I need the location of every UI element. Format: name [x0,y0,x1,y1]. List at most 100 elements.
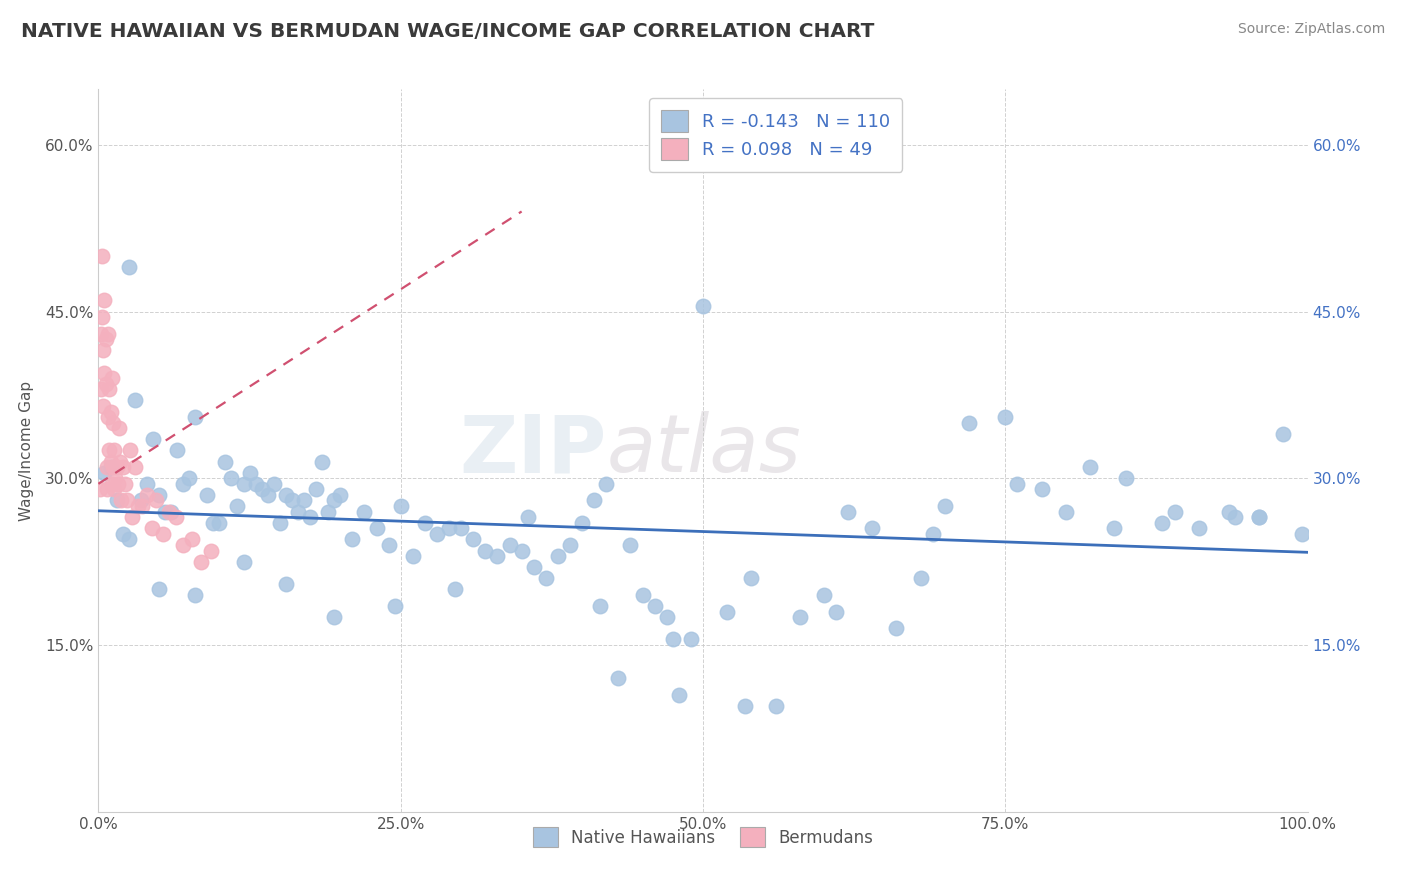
Point [172,538,194,552]
Point [1249,510,1271,524]
Point [366,521,388,535]
Point [179,471,201,485]
Point [274,577,297,591]
Point [121,510,143,524]
Point [91,399,114,413]
Point [91,310,114,324]
Point [180,533,202,547]
Point [118,260,141,274]
Point [1152,516,1174,530]
Point [342,533,364,547]
Point [474,543,496,558]
Point [232,476,254,491]
Point [316,505,339,519]
Point [184,410,207,425]
Point [886,621,908,635]
Point [384,599,406,613]
Point [299,510,322,524]
Point [111,526,134,541]
Text: atlas: atlas [606,411,801,490]
Point [91,249,114,263]
Point [765,699,787,714]
Point [413,516,436,530]
Point [129,493,152,508]
Point [135,476,157,491]
Point [910,571,932,585]
Point [105,460,128,475]
Point [444,582,467,597]
Point [558,538,581,552]
Point [1078,460,1101,475]
Point [114,476,136,491]
Point [921,526,943,541]
Point [165,510,187,524]
Point [734,699,756,714]
Point [305,483,328,497]
Point [1031,483,1053,497]
Point [692,299,714,313]
Text: ZIP: ZIP [458,411,606,490]
Point [1188,521,1211,535]
Point [329,488,352,502]
Point [98,382,121,396]
Point [274,488,297,502]
Point [837,505,859,519]
Point [263,476,285,491]
Point [110,493,132,508]
Point [353,505,375,519]
Point [994,410,1017,425]
Point [184,588,207,602]
Point [377,538,399,552]
Point [93,366,115,380]
Point [1249,510,1271,524]
Point [486,549,509,563]
Point [101,416,124,430]
Point [94,376,117,391]
Point [97,326,120,341]
Point [117,493,139,508]
Point [934,499,956,513]
Point [323,610,346,624]
Point [607,671,630,685]
Point [93,293,115,308]
Point [100,371,122,385]
Point [108,454,131,468]
Point [1163,505,1185,519]
Point [124,393,146,408]
Point [655,610,678,624]
Point [90,326,112,341]
Point [523,560,546,574]
Point [135,488,157,502]
Point [860,521,883,535]
Point [250,483,273,497]
Point [463,533,485,547]
Point [534,571,557,585]
Point [583,493,606,508]
Point [103,443,125,458]
Point [619,538,641,552]
Point [100,404,122,418]
Point [142,433,165,447]
Point [208,516,231,530]
Point [111,460,134,475]
Point [1054,505,1077,519]
Point [287,505,309,519]
Y-axis label: Wage/Income Gap: Wage/Income Gap [18,380,34,521]
Point [595,476,617,491]
Point [103,483,125,497]
Point [679,632,702,647]
Point [547,549,569,563]
Point [101,460,124,475]
Point [1223,510,1246,524]
Point [571,516,593,530]
Point [153,505,176,519]
Point [141,521,163,535]
Point [957,416,980,430]
Point [256,488,278,502]
Point [127,499,149,513]
Point [118,533,141,547]
Point [668,688,690,702]
Point [96,460,118,475]
Point [1218,505,1240,519]
Point [152,526,174,541]
